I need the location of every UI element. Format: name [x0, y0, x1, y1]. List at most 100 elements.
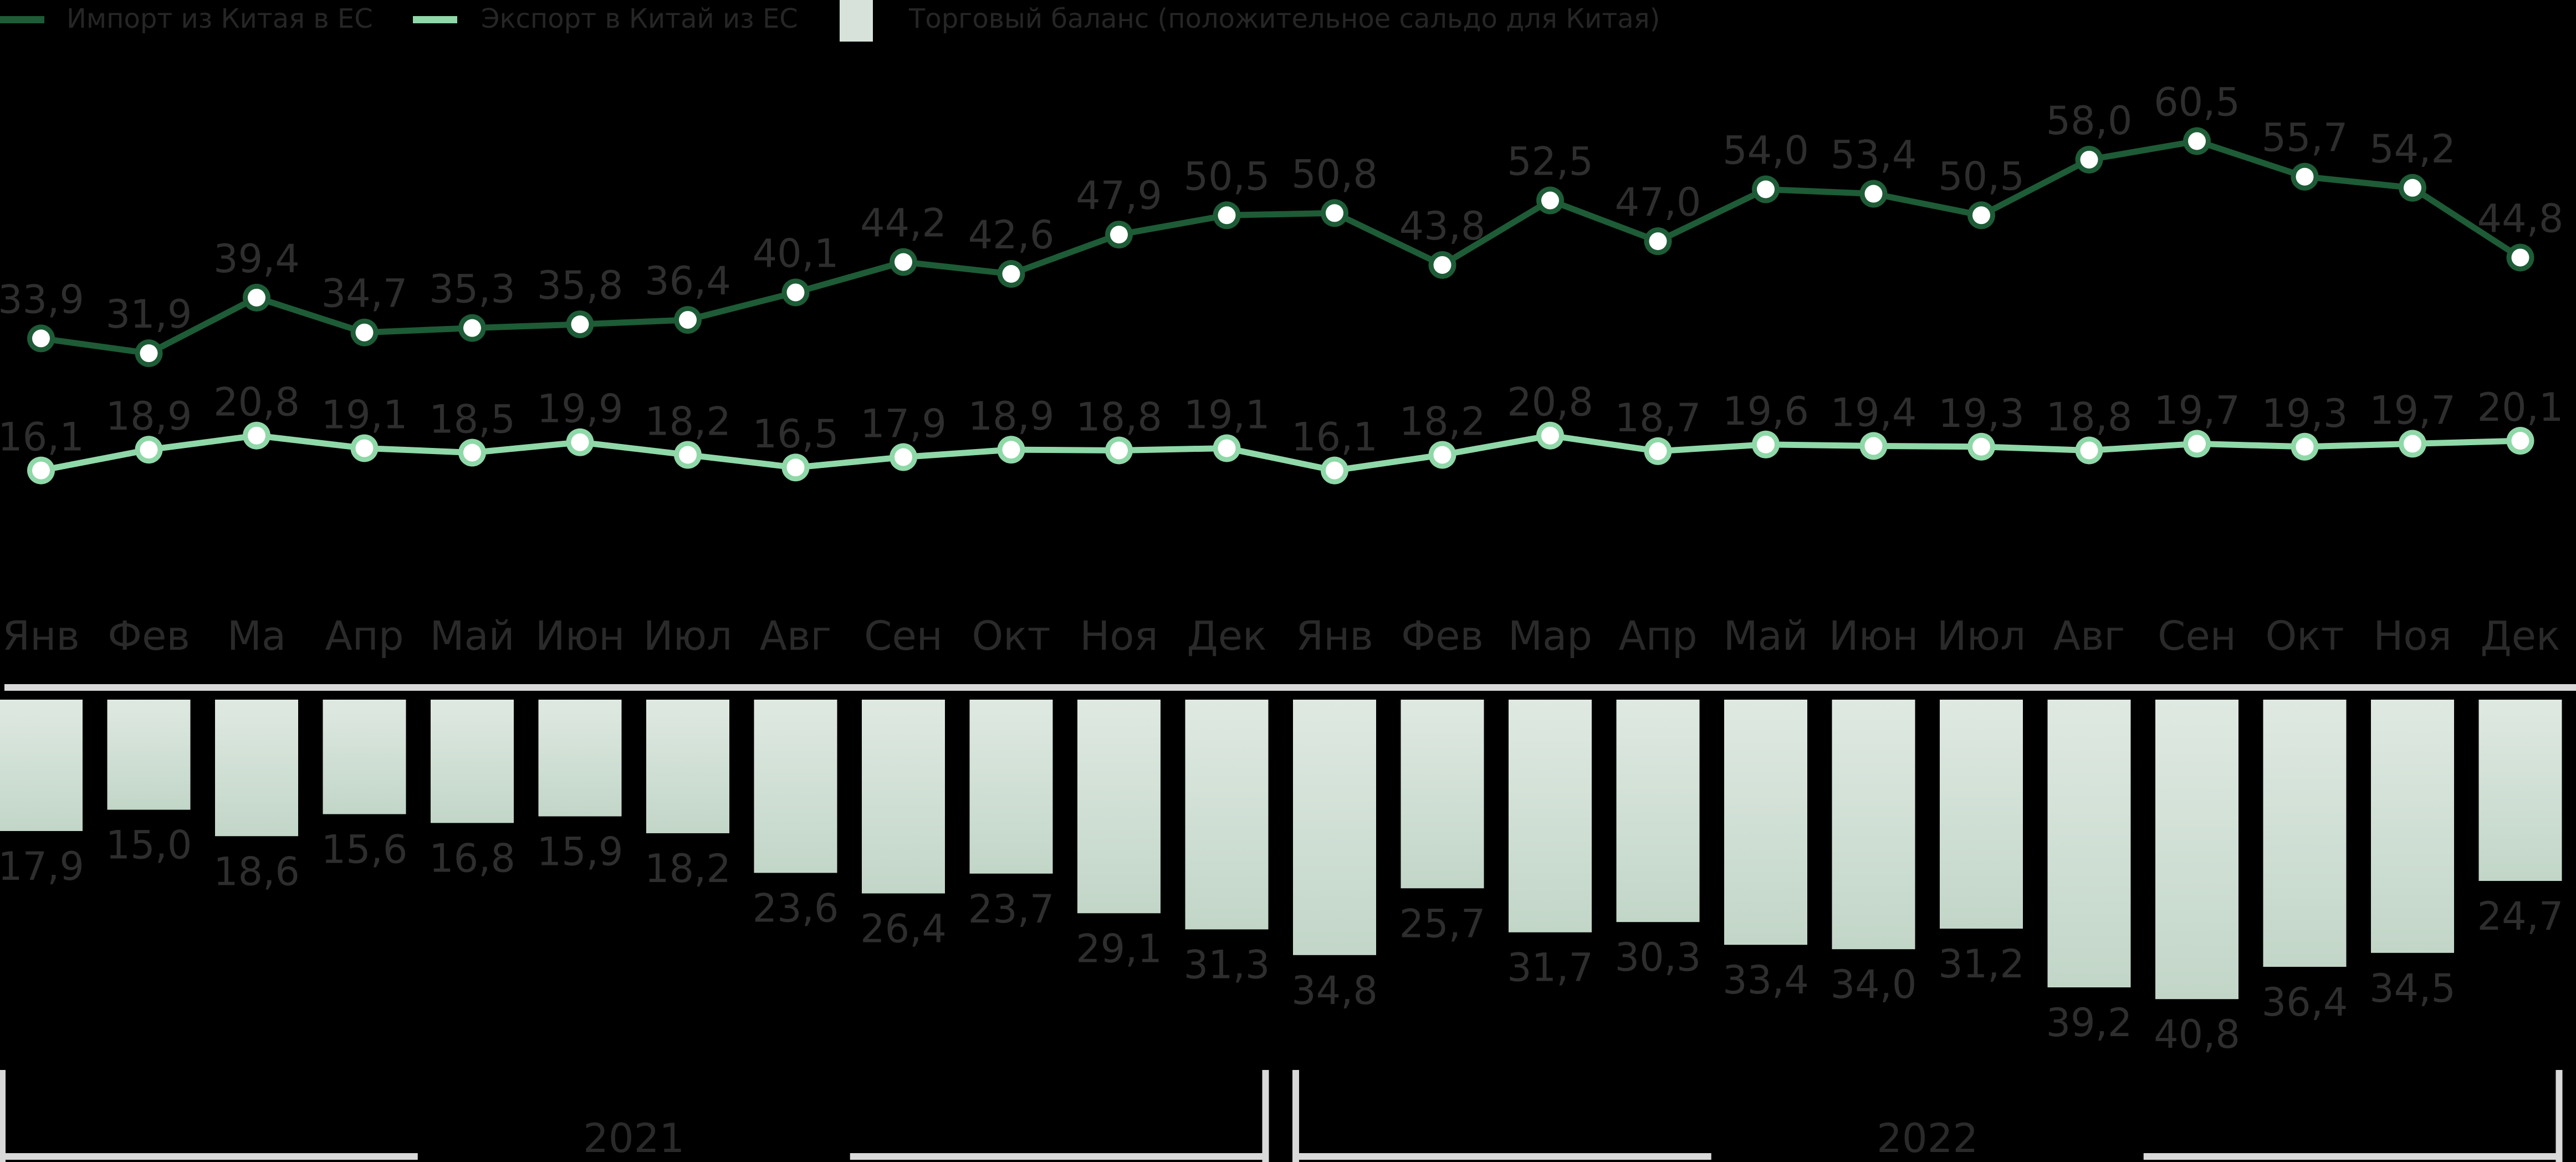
export-marker-center — [463, 444, 481, 462]
export-marker-center — [1110, 441, 1128, 460]
balance-bar — [0, 700, 83, 831]
balance-value-label: 23,6 — [753, 885, 839, 931]
balance-bar — [107, 700, 191, 810]
balance-value-label: 36,4 — [2262, 980, 2348, 1025]
import-point: 53,4 — [1831, 132, 1917, 208]
import-point: 50,5 — [1184, 154, 1270, 230]
import-marker-center — [679, 310, 697, 329]
import-marker-center — [32, 329, 50, 348]
import-value-label: 54,2 — [2369, 126, 2456, 172]
export-point: 19,1 — [321, 392, 407, 462]
balance-bar — [1616, 700, 1700, 923]
import-value-label: 60,5 — [2154, 80, 2240, 125]
balance-value-label: 34,0 — [1831, 962, 1917, 1007]
balance-value-label: 17,9 — [0, 844, 84, 889]
import-marker-center — [786, 283, 805, 302]
balance-value-label: 15,0 — [106, 823, 192, 868]
month-tick-label: Апр — [325, 613, 403, 659]
balance-bar — [2478, 700, 2562, 881]
import-value-label: 44,8 — [2477, 196, 2564, 242]
balance-bar — [969, 700, 1053, 874]
balance-bar-group: 15,0 — [106, 700, 192, 868]
balance-bar-group: 23,6 — [753, 700, 839, 931]
legend: Импорт из Китая в ЕС Экспорт в Китай из … — [0, 0, 1660, 42]
export-value-label: 19,9 — [537, 386, 623, 432]
month-tick-label: Сен — [864, 613, 943, 659]
balance-bar — [2263, 700, 2347, 967]
export-marker-center — [1541, 426, 1559, 445]
month-tick-label: Окт — [972, 613, 1050, 659]
balance-bar-group: 18,2 — [645, 700, 731, 891]
month-tick-label: Май — [1723, 613, 1808, 659]
export-value-label: 16,1 — [0, 415, 84, 460]
balance-bar-group: 31,3 — [1184, 700, 1270, 987]
balance-bar-group: 25,7 — [1399, 700, 1485, 946]
legend-export-swatch — [413, 16, 457, 23]
export-point: 18,9 — [106, 394, 192, 464]
export-marker-center — [679, 446, 697, 464]
import-marker-center — [140, 344, 158, 363]
balance-bar — [2047, 700, 2131, 988]
export-marker-center — [895, 448, 912, 466]
import-value-label: 50,5 — [1938, 154, 2025, 199]
month-tick-label: Янв — [1296, 613, 1373, 659]
import-value-label: 31,9 — [106, 292, 192, 337]
export-point: 18,2 — [1399, 399, 1485, 469]
export-marker-center — [140, 441, 158, 459]
export-point: 18,7 — [1615, 395, 1701, 465]
balance-bar — [1401, 700, 1484, 889]
month-axis: Янв Фев Ма Апр Май Июн Июл Авг Сен Окт Ноя Дек Янв Фе… — [2, 613, 2560, 659]
import-marker-center — [1002, 265, 1020, 283]
balance-bar-group: 34,5 — [2369, 700, 2456, 1011]
import-value-label: 35,8 — [537, 263, 623, 308]
balance-value-label: 34,5 — [2369, 966, 2456, 1011]
export-marker-center — [786, 458, 805, 477]
balance-value-label: 31,7 — [1507, 945, 1593, 991]
balance-value-label: 15,9 — [537, 829, 623, 875]
import-value-label: 50,8 — [1291, 151, 1378, 197]
export-value-label: 20,8 — [213, 380, 300, 425]
import-value-label: 55,7 — [2262, 115, 2348, 161]
balance-bar — [538, 700, 622, 817]
import-point: 58,0 — [2046, 98, 2132, 174]
balance-bar — [2371, 700, 2454, 953]
export-value-label: 19,1 — [1184, 392, 1270, 437]
import-value-label: 33,9 — [0, 277, 84, 322]
month-tick-label: Дек — [1187, 613, 1266, 659]
balance-bar — [1940, 700, 2023, 929]
month-tick-label: Фев — [1401, 613, 1484, 659]
balance-bar-group: 36,4 — [2262, 700, 2348, 1025]
month-tick-label: Июн — [1829, 613, 1919, 659]
import-value-label: 53,4 — [1831, 132, 1917, 178]
export-value-label: 18,8 — [1076, 394, 1162, 440]
import-point: 60,5 — [2154, 80, 2240, 155]
import-marker-center — [1757, 180, 1775, 198]
month-tick-label: Мар — [1508, 613, 1592, 659]
import-marker-center — [1326, 204, 1343, 222]
export-point: 19,7 — [2369, 388, 2456, 458]
balance-bar-group: 23,7 — [968, 700, 1054, 932]
month-tick-label: Ма — [227, 613, 286, 659]
export-point: 18,9 — [968, 394, 1054, 464]
legend-export-label: Экспорт в Китай из ЕС — [481, 3, 798, 34]
import-point: 55,7 — [2262, 115, 2348, 191]
month-tick-label: Авг — [760, 613, 832, 659]
import-point: 52,5 — [1507, 139, 1593, 215]
import-point: 50,8 — [1291, 151, 1378, 227]
export-marker-center — [1433, 446, 1451, 464]
balance-bar — [1077, 700, 1161, 914]
export-point: 20,8 — [1507, 380, 1593, 450]
balance-bar-group: 34,0 — [1831, 700, 1917, 1007]
year-bracket: 2021 — [0, 1070, 1269, 1162]
import-line — [40, 138, 2522, 356]
export-value-label: 18,8 — [2046, 394, 2133, 440]
balance-bar — [215, 700, 298, 837]
import-value-label: 36,4 — [645, 258, 731, 304]
balance-value-label: 39,2 — [2046, 1000, 2133, 1046]
month-tick-label: Авг — [2053, 613, 2125, 659]
balance-value-label: 29,1 — [1076, 926, 1162, 971]
balance-bar-group: 15,6 — [321, 700, 407, 873]
import-value-label: 34,7 — [321, 271, 408, 317]
import-value-label: 47,9 — [1076, 173, 1162, 218]
